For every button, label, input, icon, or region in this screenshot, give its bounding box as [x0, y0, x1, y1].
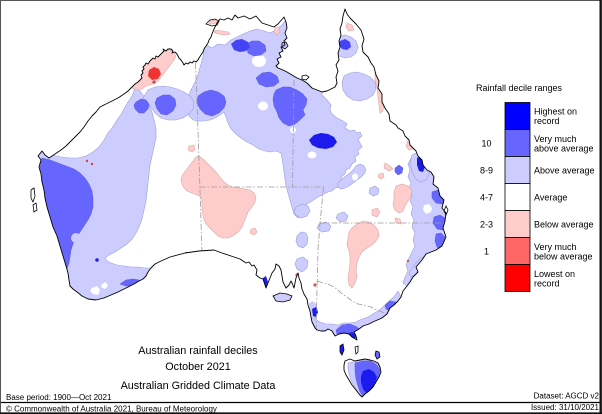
svg-text:1: 1: [484, 247, 489, 257]
svg-text:Lowest on: Lowest on: [534, 269, 575, 279]
svg-text:record: record: [534, 116, 560, 126]
svg-text:Above average: Above average: [534, 166, 595, 176]
svg-text:Australian Gridded Climate Dat: Australian Gridded Climate Data: [121, 380, 276, 392]
svg-text:10: 10: [481, 139, 491, 149]
svg-text:© Commonwealth of Australia 20: © Commonwealth of Australia 2021, Bureau…: [6, 405, 217, 414]
svg-text:Dataset: AGCD v2: Dataset: AGCD v2: [534, 392, 600, 401]
svg-text:4-7: 4-7: [480, 193, 493, 203]
svg-text:Australian rainfall deciles: Australian rainfall deciles: [138, 345, 258, 357]
svg-text:October 2021: October 2021: [165, 361, 230, 373]
svg-text:record: record: [534, 279, 560, 289]
svg-text:8-9: 8-9: [480, 166, 493, 176]
svg-text:2-3: 2-3: [480, 220, 493, 230]
svg-text:Issued: 31/10/2021: Issued: 31/10/2021: [531, 403, 600, 412]
svg-text:Average: Average: [534, 193, 567, 203]
svg-text:Rainfall decile ranges: Rainfall decile ranges: [476, 83, 563, 93]
svg-text:Very much: Very much: [534, 242, 577, 252]
svg-text:Highest on: Highest on: [534, 107, 577, 117]
svg-text:Very much: Very much: [534, 134, 577, 144]
svg-text:Base period: 1900—Oct 2021: Base period: 1900—Oct 2021: [6, 393, 112, 402]
svg-text:above average: above average: [534, 144, 594, 154]
svg-text:below average: below average: [534, 252, 593, 262]
svg-text:Below average: Below average: [534, 220, 594, 230]
